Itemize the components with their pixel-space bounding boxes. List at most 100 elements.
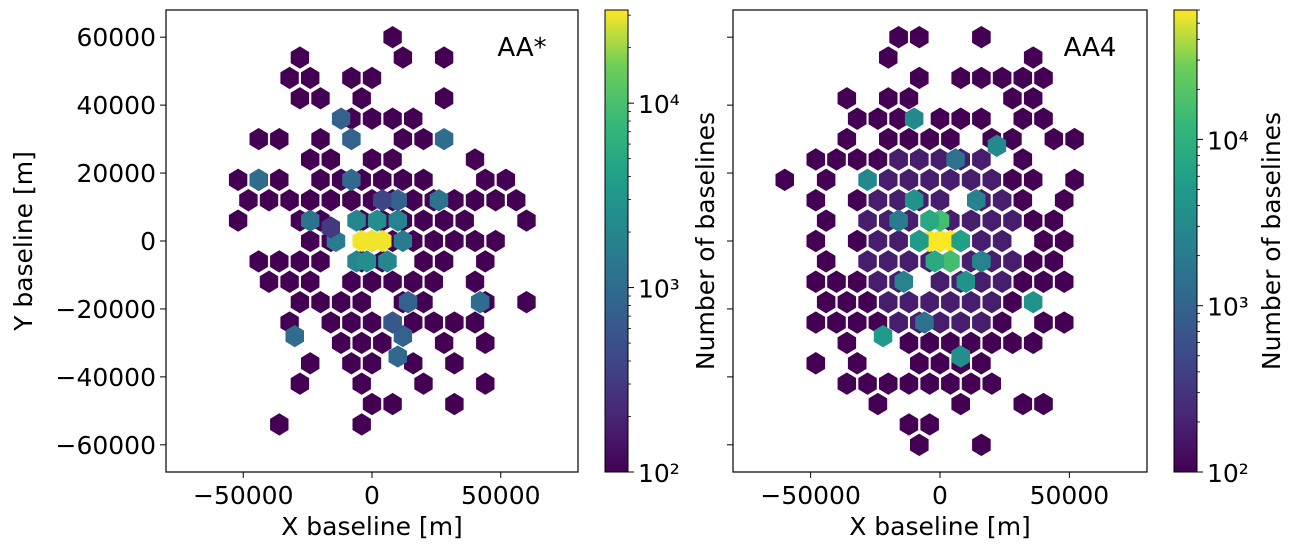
hexbin-cell: [1054, 229, 1074, 253]
hexbin-cell: [878, 168, 898, 192]
hexbin-cell: [972, 433, 991, 457]
hexbin-cell: [972, 148, 991, 171]
hexbin-cell: [961, 372, 981, 395]
hexbin-cell: [383, 392, 402, 416]
hexbin-cell: [311, 87, 330, 110]
hexbin-cell: [847, 107, 867, 130]
hexbin-cell: [486, 189, 505, 212]
hexbin-cell: [290, 46, 310, 69]
hexbin-cell: [827, 270, 846, 293]
hexbin-cell: [951, 66, 971, 90]
y-tick-label: 40000: [76, 91, 156, 120]
hexbin-cell: [424, 311, 444, 334]
hexbin-cell: [951, 311, 971, 334]
hexbin-cell: [311, 250, 330, 273]
hexbin-cell: [889, 189, 908, 212]
hexbin-cell: [280, 270, 299, 293]
hexbin-cell: [393, 168, 413, 192]
hexbin-cell: [517, 209, 536, 232]
hexbin-cell: [941, 168, 960, 192]
hexbin-cell: [393, 324, 413, 348]
x-axis-ticks: −50000 0 50000: [193, 472, 541, 510]
hexbin-cell: [342, 127, 361, 151]
hexbin-cell: [393, 229, 413, 253]
hexbin-cell: [270, 250, 289, 273]
hexbin-cell: [899, 372, 919, 395]
hexbin-cell: [1023, 290, 1043, 314]
hexbin-cell: [1023, 87, 1043, 110]
hexbin-cell: [311, 168, 330, 192]
hexbin-cell: [1013, 270, 1033, 293]
hexbin-cell: [1013, 66, 1033, 90]
hexbin-cell: [956, 270, 976, 293]
hexbin-cell: [1034, 392, 1053, 416]
hexbin-cell: [909, 229, 929, 253]
hexbin-cell: [1003, 290, 1022, 314]
hexbin-cell: [982, 372, 1002, 395]
hexbin-cell: [347, 209, 366, 232]
hexbin-cell: [920, 127, 939, 151]
y-axis-ticks: [727, 36, 733, 446]
hexbin-cell: [909, 66, 929, 90]
hexbin-cell: [383, 311, 402, 334]
hexbin-cell: [352, 413, 371, 436]
hexbin-cell: [506, 189, 526, 212]
hexbin-cell: [992, 229, 1012, 253]
hexbin-cell: [972, 25, 991, 49]
hexbin-cell: [899, 290, 919, 314]
hexbin-cell: [393, 127, 413, 151]
hexbin-cell: [383, 148, 402, 171]
hexbin-cell: [920, 331, 939, 355]
hexbin-cell: [1044, 209, 1064, 232]
hexbin-cell: [961, 290, 981, 314]
hexbin-cell: [228, 168, 248, 192]
hexbin-cell: [331, 290, 351, 314]
hexbin-cell: [465, 311, 485, 334]
hexbin-cell: [837, 127, 857, 151]
hexbin-cell: [889, 25, 908, 49]
hexbin-cell: [982, 290, 1002, 314]
hexbin-cell: [930, 270, 950, 293]
hexbin-cell: [868, 392, 888, 416]
hexbin-cell: [429, 189, 449, 212]
hexbin-cell: [434, 87, 454, 110]
hexbin-cell: [1023, 209, 1043, 232]
hexbin-cell: [909, 352, 929, 375]
hexbin-cell: [321, 216, 341, 239]
hexbin-cell: [806, 229, 826, 253]
y-tick-label: 20000: [76, 159, 156, 188]
hexbin-cell: [342, 352, 361, 375]
hexbin-cell: [915, 311, 934, 334]
hexbin-cell: [899, 250, 919, 273]
hexbin-cell: [858, 250, 877, 273]
hexbin-cell: [1003, 87, 1022, 110]
hexbin-cell: [1023, 46, 1043, 69]
hexbin-cell: [816, 168, 836, 192]
hexbin-cell: [486, 229, 505, 253]
hexbin-cell: [393, 46, 413, 69]
hexbin-cell: [280, 66, 299, 90]
hexbin-cell: [270, 168, 289, 192]
hexbin-cell: [806, 189, 826, 212]
hexbin-cell: [889, 209, 908, 232]
colorbar-tick-label: 10³: [638, 275, 680, 304]
hexbin-cell: [847, 311, 867, 334]
hexbin-cell: [290, 87, 310, 110]
hexbin-cell: [878, 46, 898, 69]
colorbar: [1173, 9, 1198, 473]
hexbin-cell: [403, 107, 423, 130]
hexbin-cell: [424, 270, 444, 293]
hexbin-cell: [352, 229, 371, 253]
hexbin-cell: [470, 290, 490, 314]
hexbin-cell: [827, 311, 846, 334]
hexbin-cells: [228, 26, 536, 436]
x-tick-label: 50000: [1030, 481, 1110, 510]
hexbin-cell: [827, 148, 846, 171]
hexbin-cell: [899, 87, 919, 110]
hexbin-cell: [465, 148, 485, 171]
hexbin-cell: [465, 270, 485, 293]
hexbin-cell: [941, 372, 960, 395]
hexbin-cell: [816, 250, 836, 273]
hexbin-cell: [321, 311, 341, 334]
hexbin-cell: [1023, 168, 1043, 192]
